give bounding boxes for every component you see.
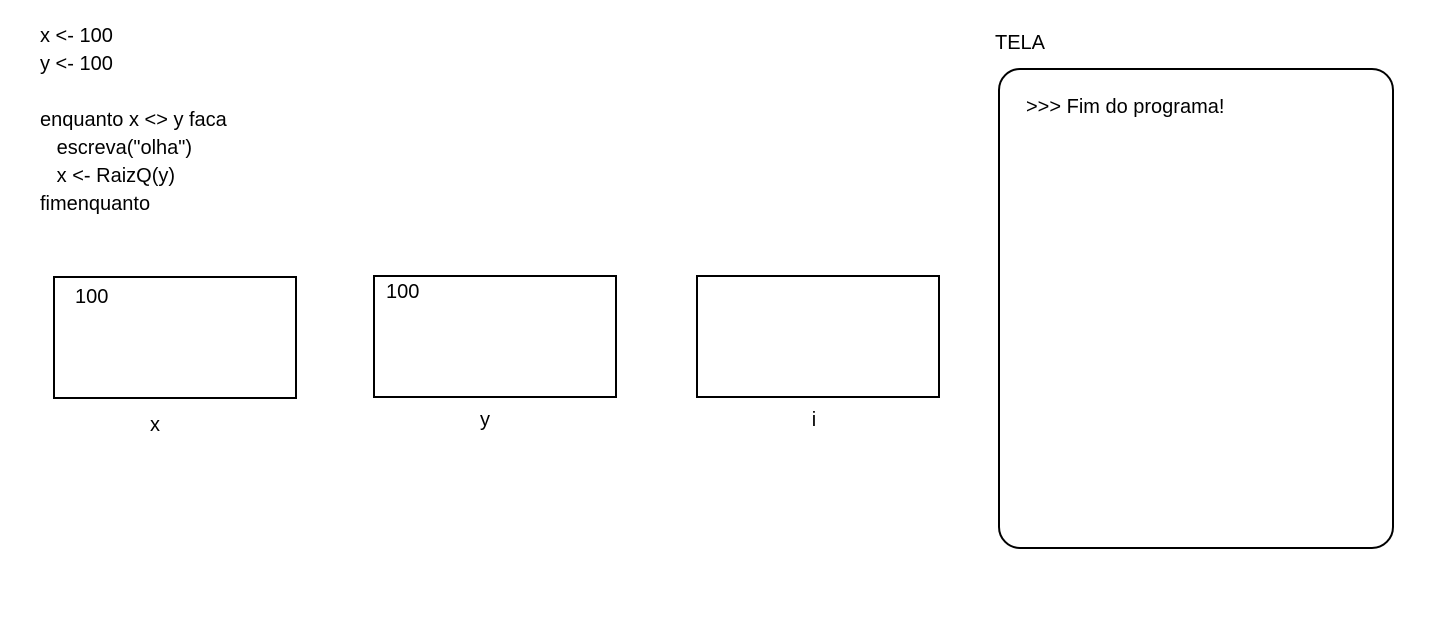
- screen-title: TELA: [995, 32, 1046, 54]
- code-line: x <- RaizQ(y): [40, 165, 176, 187]
- variable-value-y: 100: [386, 281, 420, 303]
- variable-value-x: 100: [75, 286, 109, 308]
- variable-box-x: 100: [53, 276, 297, 399]
- variable-box-y: 100: [373, 275, 617, 398]
- code-line: escreva("olha"): [40, 137, 193, 159]
- variable-label-i: i: [811, 409, 817, 431]
- code-line: y <- 100: [40, 53, 113, 75]
- code-line: enquanto x <> y faca: [40, 109, 227, 131]
- variable-label-y: y: [480, 409, 490, 431]
- screen-output-line: >>> Fim do programa!: [1026, 96, 1225, 118]
- output-screen: >>> Fim do programa!: [998, 68, 1394, 549]
- code-line: fimenquanto: [40, 193, 151, 215]
- variable-box-i: [696, 275, 940, 398]
- variable-label-x: x: [150, 414, 160, 436]
- code-line: x <- 100: [40, 25, 113, 47]
